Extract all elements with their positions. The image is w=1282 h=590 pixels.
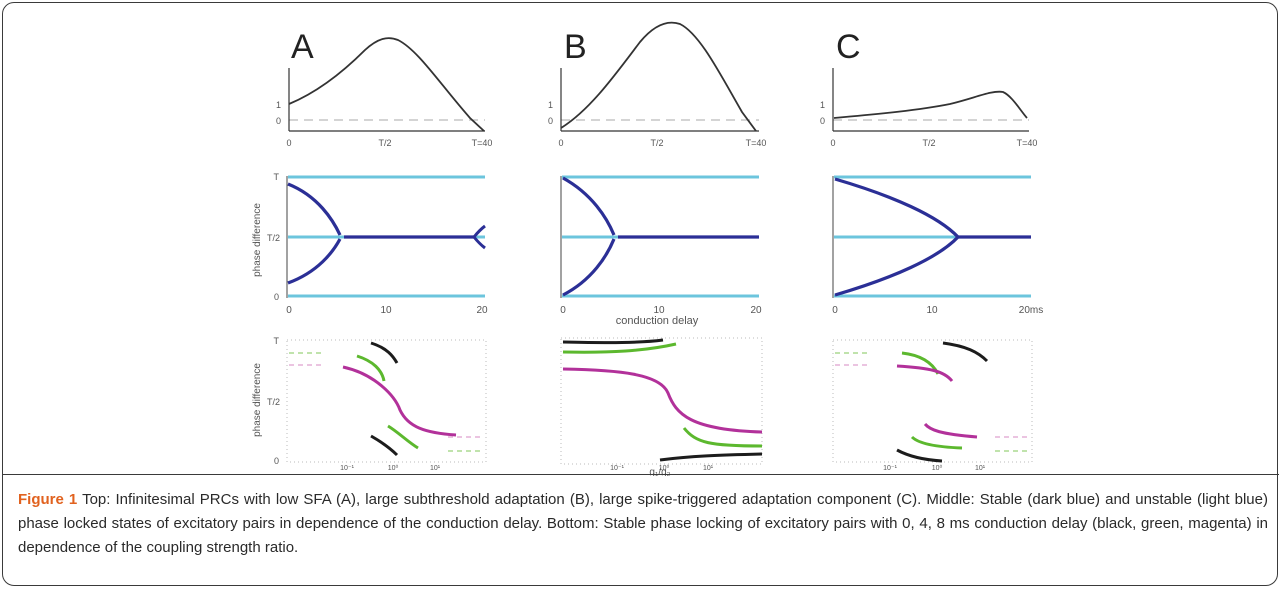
- x-tick-label: 10⁰: [388, 464, 399, 472]
- curve-delay-0ms: [659, 452, 763, 462]
- x-tick-label: 20ms: [1019, 305, 1043, 316]
- y-tick-label: 0: [274, 292, 279, 302]
- figure-caption: Figure 1 Top: Infinitesimal PRCs with lo…: [18, 488, 1268, 560]
- y-tick-label: 0: [276, 116, 281, 126]
- curve-delay-4ms: [356, 354, 386, 382]
- x-tick-label: 0: [830, 138, 835, 148]
- curve-delay-4ms: [910, 435, 963, 450]
- curve-delay-0ms: [942, 341, 989, 363]
- x-tick-label: 10⁻¹: [610, 465, 624, 472]
- caption-divider: [2, 474, 1279, 475]
- x-tick-label: T=40: [746, 138, 767, 148]
- x-tick-label: 10¹: [975, 465, 986, 472]
- x-tick-label: 10⁻¹: [883, 465, 897, 472]
- x-tick-label: 10: [380, 305, 392, 316]
- curve-delay-0ms: [562, 338, 664, 345]
- stable-branch-upper: [834, 177, 960, 239]
- plot-box: [832, 339, 1033, 463]
- x-tick-label: 10⁰: [659, 464, 670, 472]
- y-tick-label: T/2: [267, 233, 280, 243]
- panel-letter-a: A: [291, 28, 314, 66]
- x-tick-label: 10: [653, 305, 665, 316]
- x-tick-label: 0: [832, 305, 838, 316]
- caption-text: Top: Infinitesimal PRCs with low SFA (A)…: [18, 491, 1268, 556]
- prc-curve: [288, 37, 485, 132]
- curve-delay-4ms: [562, 342, 677, 354]
- figure-label: Figure 1: [18, 491, 78, 508]
- x-tick-label: 0: [286, 305, 292, 316]
- curve-delay-4ms: [387, 424, 419, 450]
- stable-branch-upper: [287, 182, 342, 236]
- x-tick-label: 10¹: [703, 465, 714, 472]
- stable-branch-upper: [562, 176, 616, 236]
- curve-delay-0ms: [896, 448, 943, 463]
- curve-delay-0ms: [370, 434, 399, 457]
- y-tick-label: T: [274, 336, 280, 346]
- curve-delay-8ms: [923, 422, 978, 439]
- panel-letter-b: B: [564, 28, 587, 66]
- y-tick-label: T/2: [267, 397, 280, 407]
- coupling-plot-c: 10⁻¹ 10⁰ 10¹: [832, 339, 1033, 472]
- y-tick-label: 0: [274, 456, 279, 466]
- x-tick-label: 10⁰: [932, 464, 943, 472]
- prc-plot-c: 1 0 0 T/2 T=40: [820, 68, 1037, 148]
- x-tick-label: 10¹: [430, 465, 441, 472]
- phase-plot-c: 0 10 20ms: [832, 175, 1043, 316]
- y-tick-label: 0: [820, 116, 825, 126]
- plot-box: [560, 337, 763, 465]
- x-tick-label: 10⁻¹: [340, 465, 354, 472]
- x-tick-label: 0: [560, 305, 566, 316]
- panel-letter-c: C: [836, 28, 861, 66]
- x-axis-label: conduction delay: [616, 315, 699, 327]
- y-axis-label-bottom: phase difference: [252, 363, 263, 437]
- y-axis-label-middle: phase difference: [252, 203, 263, 277]
- stable-branch-right-down: [472, 236, 486, 250]
- curve-delay-0ms: [370, 341, 399, 364]
- stable-branch-right-up: [472, 224, 486, 238]
- x-axis-label: g₁/g₂: [649, 467, 670, 476]
- x-tick-label: 0: [558, 138, 563, 148]
- x-tick-label: 0: [286, 138, 291, 148]
- phase-plot-b: 0 10 20 conduction delay: [560, 175, 762, 327]
- x-tick-label: 20: [476, 305, 488, 316]
- x-tick-label: T=40: [472, 138, 493, 148]
- x-tick-label: 20: [750, 305, 762, 316]
- figure-1: A B C 1 0 0 T/2 T=40 1 0 0 T/2 T=40 1 0 …: [252, 21, 1043, 476]
- y-tick-label: T: [274, 172, 280, 182]
- x-tick-label: T=40: [1017, 138, 1038, 148]
- curve-delay-8ms: [342, 365, 457, 437]
- y-tick-label: 1: [276, 100, 281, 110]
- y-tick-label: 1: [548, 100, 553, 110]
- plot-box: [286, 339, 487, 463]
- x-tick-label: T/2: [378, 138, 391, 148]
- x-tick-label: T/2: [650, 138, 663, 148]
- prc-plot-a: 1 0 0 T/2 T=40: [276, 37, 493, 148]
- y-tick-label: 0: [548, 116, 553, 126]
- y-tick-label: 1: [820, 100, 825, 110]
- stable-branch-lower: [562, 238, 616, 297]
- stable-branch-lower: [287, 238, 342, 285]
- prc-plot-b: 1 0 0 T/2 T=40: [548, 21, 767, 148]
- stable-branch-lower: [834, 235, 960, 297]
- prc-curve: [560, 21, 757, 132]
- x-tick-label: T/2: [922, 138, 935, 148]
- curve-delay-8ms: [896, 364, 954, 383]
- x-tick-label: 10: [926, 305, 938, 316]
- coupling-plot-b: 10⁻¹ 10⁰ 10¹ g₁/g₂: [560, 337, 763, 476]
- prc-curve: [833, 90, 1028, 119]
- coupling-plot-a: T T/2 0 10⁻¹ 10⁰ 10¹: [267, 336, 487, 472]
- curve-delay-4ms: [682, 427, 763, 448]
- curve-delay-8ms: [562, 367, 763, 434]
- phase-plot-a: T T/2 0 0 10 20: [267, 172, 488, 316]
